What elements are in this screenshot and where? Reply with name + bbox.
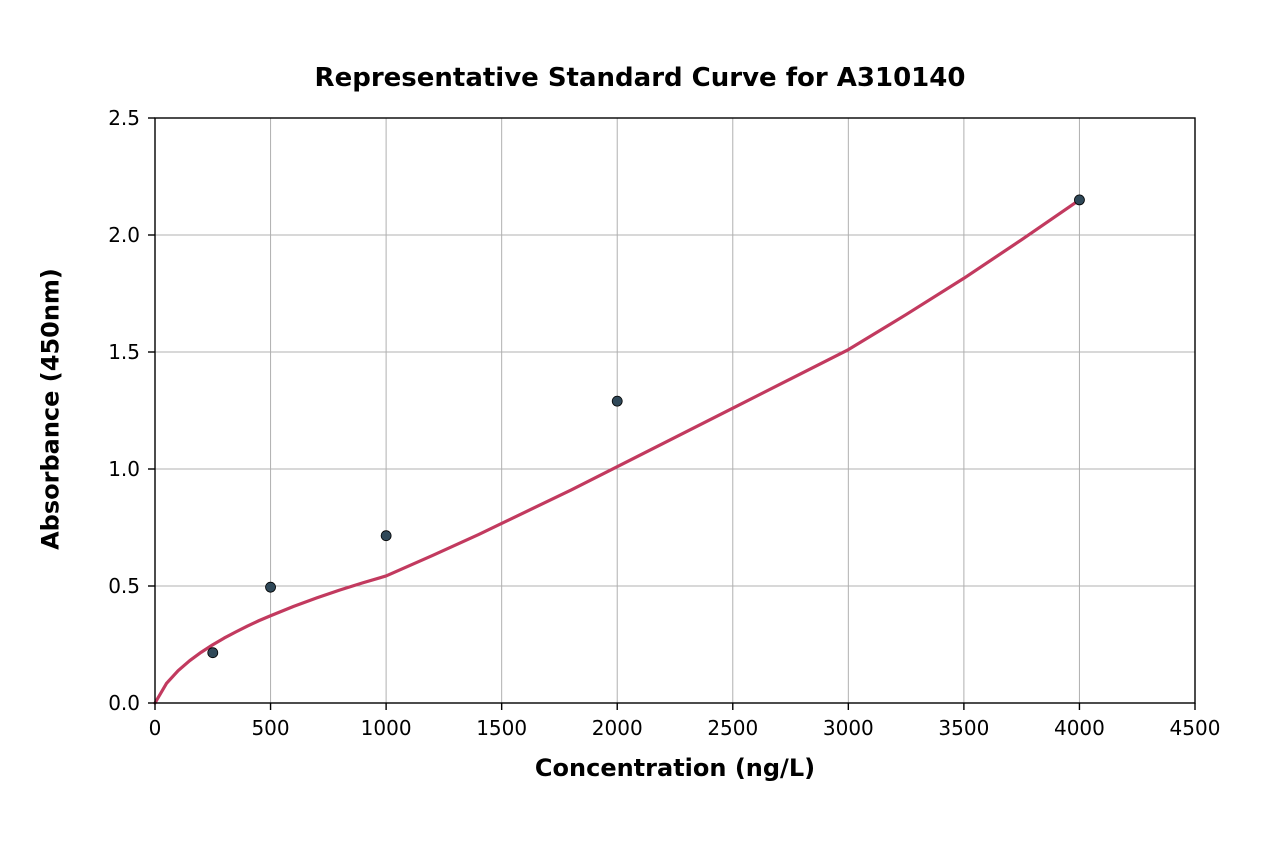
plot-area (155, 118, 1195, 703)
data-point (208, 648, 218, 658)
x-axis-label: Concentration (ng/L) (155, 754, 1195, 782)
x-tick-label: 1000 (361, 716, 412, 740)
y-tick-label: 2.0 (80, 223, 140, 247)
y-tick-label: 0.0 (80, 691, 140, 715)
x-tick-label: 4000 (1054, 716, 1105, 740)
figure: Representative Standard Curve for A31014… (0, 0, 1280, 845)
data-point (1074, 195, 1084, 205)
x-tick-label: 1500 (476, 716, 527, 740)
x-tick-label: 0 (149, 716, 162, 740)
x-tick-label: 3500 (938, 716, 989, 740)
y-tick-label: 2.5 (80, 106, 140, 130)
x-tick-label: 2000 (592, 716, 643, 740)
y-tick-label: 1.0 (80, 457, 140, 481)
data-point (381, 531, 391, 541)
plot-svg (155, 118, 1195, 703)
x-tick-label: 500 (251, 716, 289, 740)
x-tick-label: 3000 (823, 716, 874, 740)
y-tick-label: 1.5 (80, 340, 140, 364)
x-tick-label: 4500 (1170, 716, 1221, 740)
data-point (266, 582, 276, 592)
y-axis-label: Absorbance (450nm) (36, 116, 64, 701)
y-tick-label: 0.5 (80, 574, 140, 598)
chart-title: Representative Standard Curve for A31014… (0, 63, 1280, 93)
data-point (612, 396, 622, 406)
x-tick-label: 2500 (707, 716, 758, 740)
